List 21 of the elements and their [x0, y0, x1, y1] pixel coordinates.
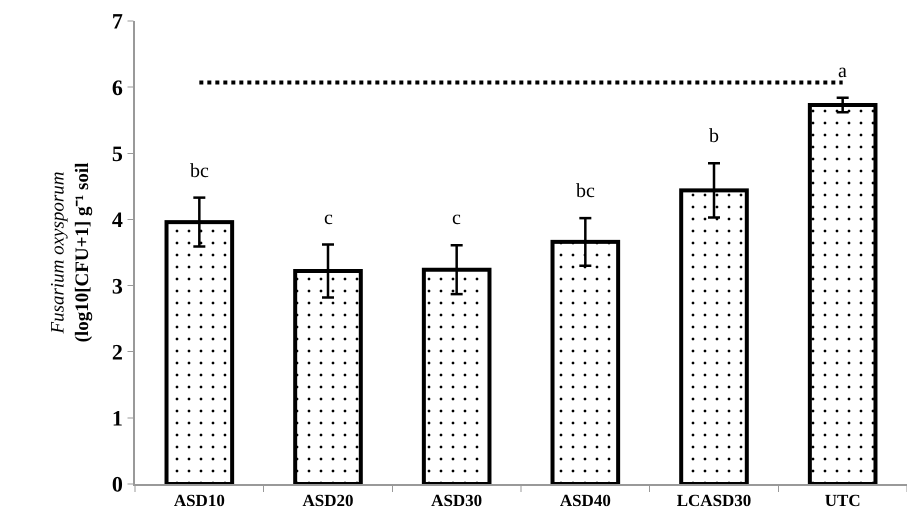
y-tick-label: 6: [112, 74, 123, 100]
x-tick-label: LCASD30: [676, 491, 752, 510]
x-tick-label: ASD40: [560, 491, 611, 510]
annotation: a: [838, 60, 847, 82]
y-tick-label: 2: [112, 339, 123, 364]
annotation: b: [709, 125, 719, 147]
annotation: c: [452, 207, 461, 229]
y-tick-label: 3: [112, 273, 123, 298]
y-tick-label: 7: [112, 8, 123, 34]
y-tick-label: 5: [112, 140, 123, 166]
y-tick-label: 4: [112, 207, 123, 232]
x-tick-label: ASD10: [174, 491, 225, 510]
annotation: bc: [190, 160, 209, 182]
y-tick-label: 0: [112, 472, 123, 497]
x-tick-label: UTC: [824, 491, 861, 510]
y-axis-title: Fusarium oxysporum (log10[CFU+1] g⁻¹ soil: [48, 162, 94, 342]
annotation: c: [324, 207, 333, 229]
x-tick-label: ASD30: [431, 491, 482, 510]
x-tick-label: ASD20: [302, 491, 354, 510]
y-tick-label: 1: [112, 406, 123, 431]
annotation: bc: [576, 180, 595, 202]
